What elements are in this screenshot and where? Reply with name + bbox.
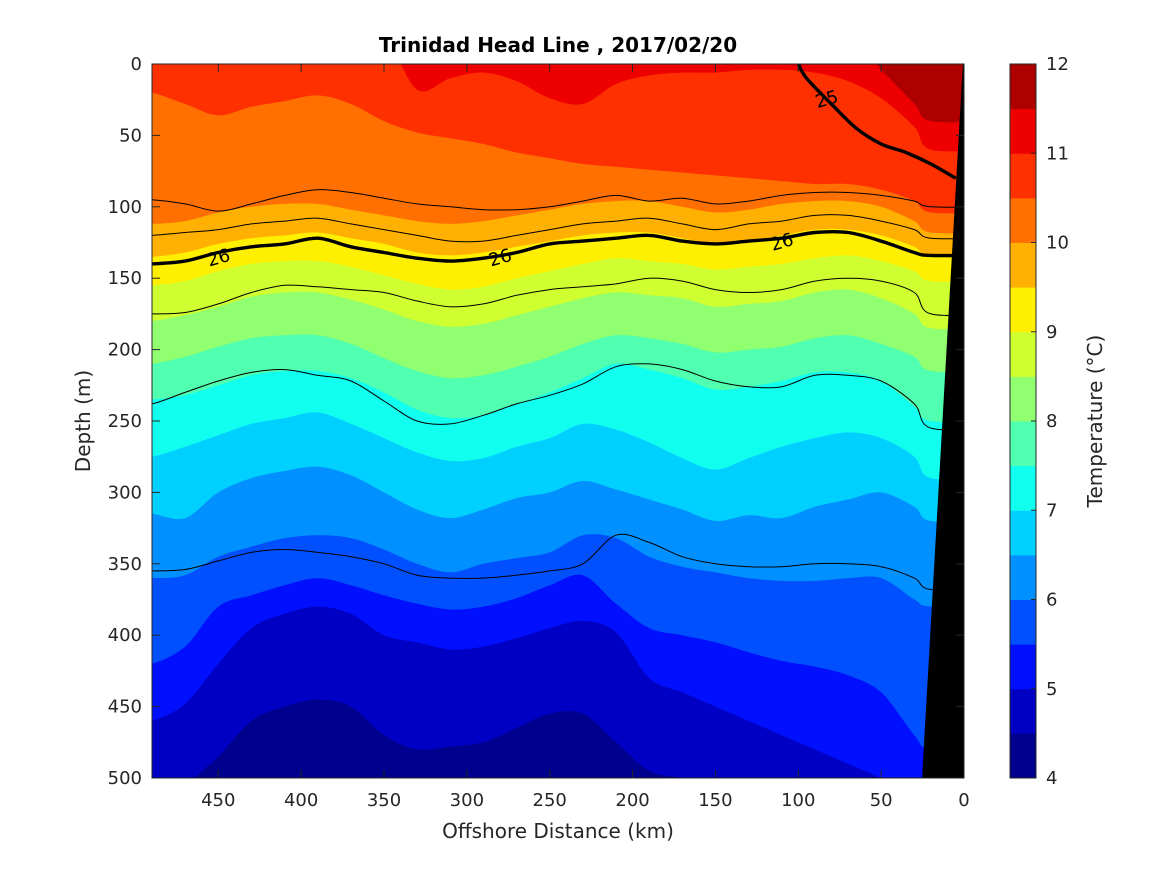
y-tick-label: 350 — [108, 554, 142, 575]
colorbar-tick-label: 9 — [1046, 322, 1057, 343]
y-tick-label: 250 — [108, 411, 142, 432]
colorbar-segment — [1010, 376, 1036, 422]
x-tick-label: 250 — [533, 790, 567, 811]
temperature-band — [152, 64, 964, 214]
colorbar-segment — [1010, 465, 1036, 511]
temperature-band — [875, 64, 964, 123]
colorbar-segment — [1010, 733, 1036, 779]
density-contour-bold — [152, 229, 964, 266]
density-contours — [152, 64, 964, 591]
colorbar-segment — [1010, 421, 1036, 467]
colorbar-tick-label: 10 — [1046, 233, 1069, 254]
y-tick-label: 50 — [119, 125, 142, 146]
colorbar-tick-label: 6 — [1046, 590, 1057, 611]
x-tick-label: 400 — [284, 790, 318, 811]
colorbar-ticks: 4 5 6 7 8 9 10 11 12 — [1031, 54, 1069, 789]
x-tick-label: 150 — [698, 790, 732, 811]
density-contour — [152, 214, 964, 243]
colorbar-label: Temperature (°C) — [1083, 335, 1107, 509]
colorbar-segment — [1010, 510, 1036, 556]
colorbar-segment — [1010, 287, 1036, 333]
colorbar-segment — [1010, 331, 1036, 377]
colorbar-tick-label: 11 — [1046, 143, 1069, 164]
x-tick-label: 100 — [781, 790, 815, 811]
colorbar-segment — [1010, 64, 1036, 110]
land-mask-shape — [922, 64, 964, 778]
colorbar-segment — [1010, 153, 1036, 199]
density-contour — [152, 533, 964, 591]
colorbar-segment — [1010, 688, 1036, 734]
colorbar-tick-label: 7 — [1046, 500, 1057, 521]
density-contour — [152, 277, 964, 316]
y-tick-label: 300 — [108, 482, 142, 503]
colorbar-segment — [1010, 599, 1036, 645]
y-tick-label: 500 — [108, 768, 142, 789]
colorbar — [1010, 64, 1036, 779]
temperature-band — [400, 64, 964, 152]
x-tick-label: 300 — [450, 790, 484, 811]
x-tick-label: 0 — [958, 790, 969, 811]
y-tick-label: 200 — [108, 340, 142, 361]
x-axis-ticks: 450 400 350 300 250 200 150 100 50 0 — [201, 64, 970, 811]
plot-area — [152, 64, 964, 778]
colorbar-tick-label: 8 — [1046, 411, 1057, 432]
x-tick-label: 450 — [201, 790, 235, 811]
colorbar-tick-label: 4 — [1046, 768, 1057, 789]
y-tick-label: 450 — [108, 697, 142, 718]
temperature-fill-bands — [152, 64, 964, 778]
colorbar-segment — [1010, 242, 1036, 288]
colorbar-segment — [1010, 644, 1036, 690]
colorbar-tick-label: 5 — [1046, 679, 1057, 700]
x-tick-label: 50 — [870, 790, 893, 811]
density-contour-bold — [796, 64, 957, 180]
y-tick-label: 400 — [108, 625, 142, 646]
colorbar-segment — [1010, 108, 1036, 154]
y-axis-label: Depth (m) — [71, 370, 95, 472]
y-tick-label: 0 — [131, 54, 142, 75]
y-tick-label: 100 — [108, 197, 142, 218]
colorbar-tick-label: 12 — [1046, 54, 1069, 75]
y-axis-ticks: 0 50 100 150 200 250 300 350 400 450 500 — [108, 54, 964, 789]
x-tick-label: 350 — [367, 790, 401, 811]
x-tick-label: 200 — [615, 790, 649, 811]
land-mask — [922, 64, 964, 778]
density-contour — [152, 363, 964, 431]
x-axis-label: Offshore Distance (km) — [442, 819, 674, 843]
density-contour — [152, 189, 964, 212]
colorbar-segment — [1010, 554, 1036, 600]
colorbar-segment — [1010, 197, 1036, 243]
y-tick-label: 150 — [108, 268, 142, 289]
chart-title: Trinidad Head Line , 2017/02/20 — [379, 33, 737, 57]
